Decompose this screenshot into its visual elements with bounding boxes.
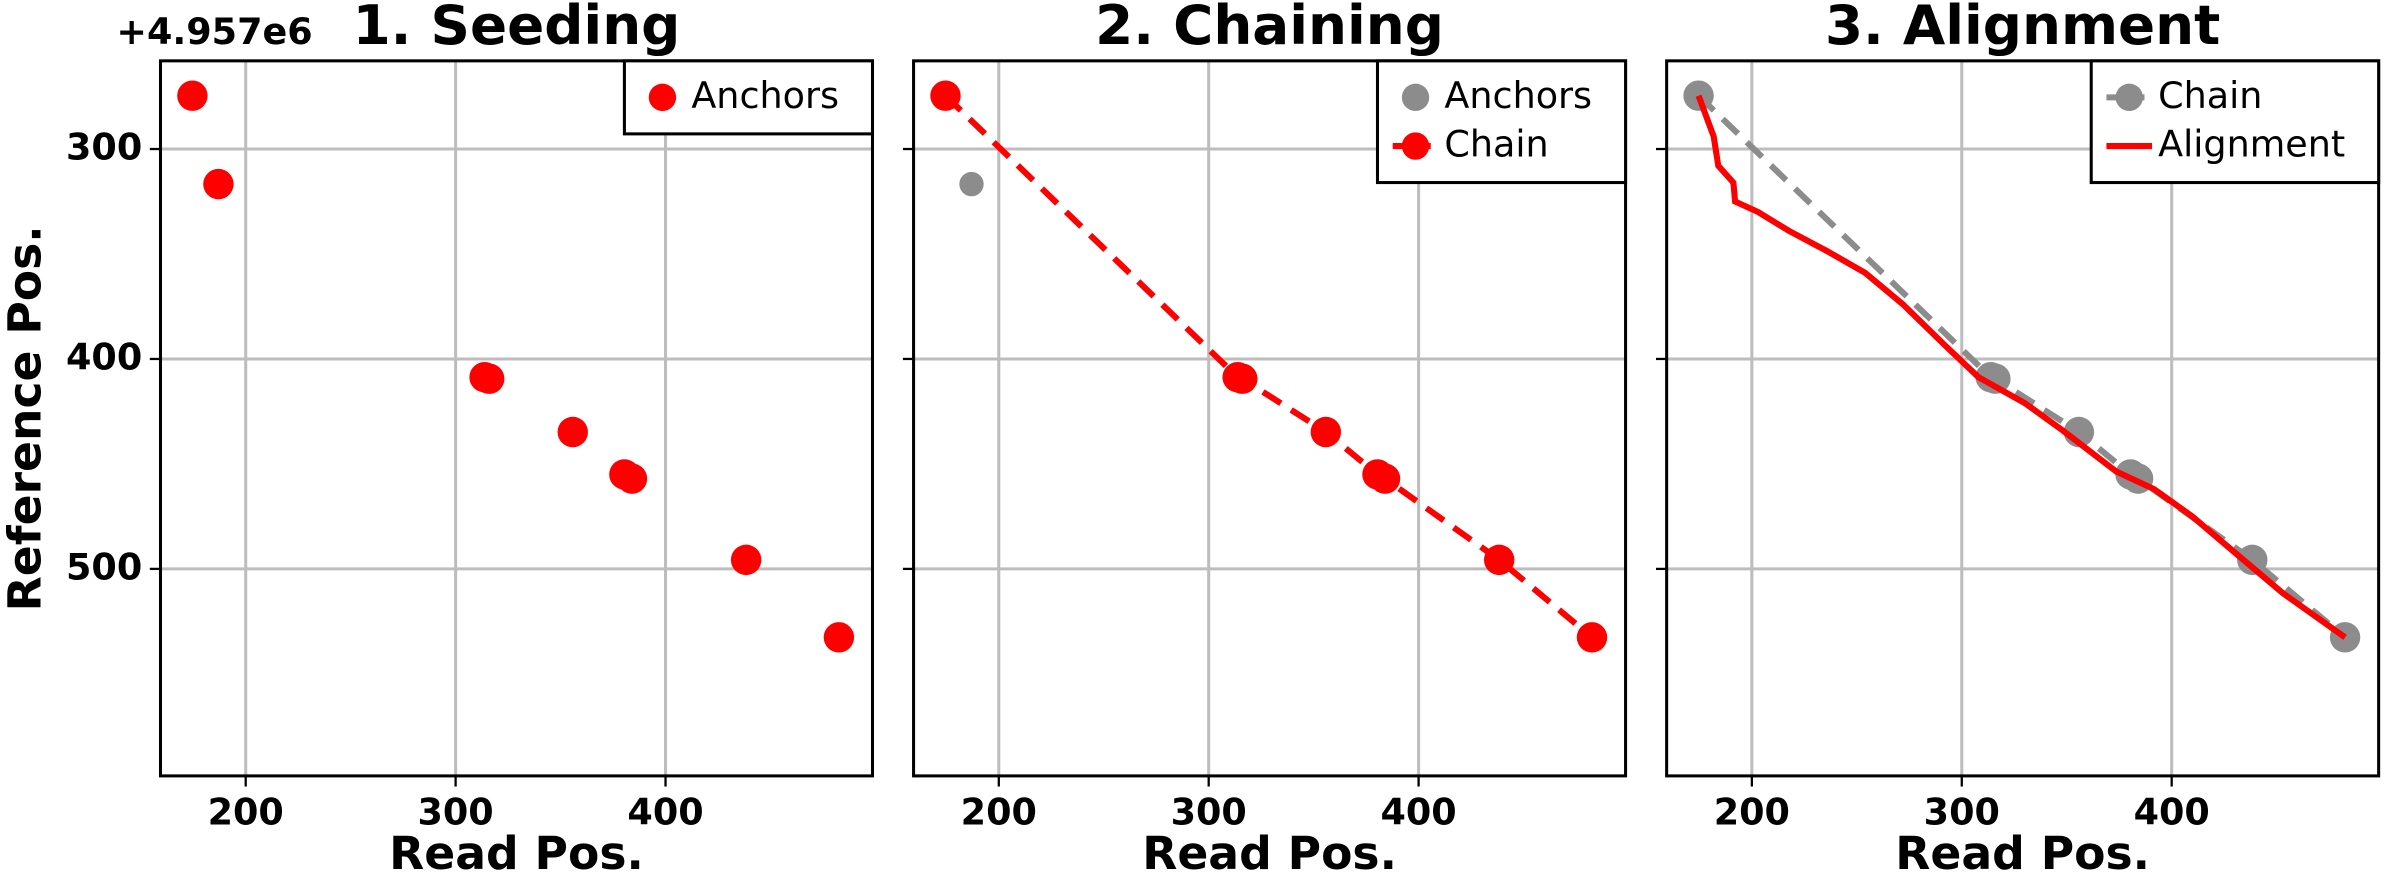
point bbox=[203, 168, 234, 200]
x-tick-label: 300 bbox=[1171, 790, 1247, 833]
x-tick-label: 300 bbox=[418, 790, 494, 833]
point bbox=[557, 416, 588, 448]
x-tick-label: 300 bbox=[1924, 790, 2000, 833]
plot-frame bbox=[912, 59, 1628, 778]
legend-marker bbox=[1401, 132, 1430, 160]
point bbox=[473, 363, 505, 394]
point bbox=[1369, 463, 1401, 494]
legend-marker bbox=[2115, 83, 2143, 112]
x-tick-label: 400 bbox=[2134, 790, 2210, 833]
panel-title: 3. Alignment bbox=[1825, 0, 2220, 57]
point bbox=[1483, 544, 1515, 576]
point bbox=[1980, 363, 2011, 394]
legend-box bbox=[1375, 59, 1628, 185]
legend-label: Chain bbox=[1444, 123, 1548, 166]
x-axis-label: Read Pos. bbox=[389, 827, 644, 880]
point bbox=[1576, 622, 1608, 653]
offset-text: +4.957e6 bbox=[116, 10, 312, 53]
point bbox=[930, 80, 961, 111]
point bbox=[959, 171, 984, 197]
x-tick-label: 400 bbox=[1380, 790, 1456, 833]
legend-box bbox=[2089, 59, 2381, 185]
legend: Anchors Chain bbox=[1375, 59, 1628, 185]
legend-marker bbox=[1401, 83, 1430, 112]
series-line bbox=[1695, 94, 2347, 640]
panel-title: 2. Chaining bbox=[1095, 0, 1444, 57]
legend-label: Anchors bbox=[691, 74, 839, 117]
y-tick-label: 500 bbox=[66, 545, 142, 588]
x-tick-label: 200 bbox=[1714, 790, 1790, 833]
legend-label: Alignment bbox=[2158, 123, 2345, 166]
legend-label: Chain bbox=[2158, 74, 2262, 117]
plot-frame bbox=[1665, 59, 2381, 778]
point bbox=[1227, 363, 1258, 394]
x-axis-label: Read Pos. bbox=[1142, 827, 1397, 880]
x-tick-label: 200 bbox=[961, 790, 1037, 833]
x-tick-label: 400 bbox=[627, 790, 703, 833]
x-tick-label: 200 bbox=[208, 790, 284, 833]
x-axis-label: Read Pos. bbox=[1895, 827, 2150, 880]
panel-title: 1. Seeding bbox=[353, 0, 681, 57]
point bbox=[177, 80, 208, 111]
y-tick-label: 300 bbox=[66, 126, 142, 169]
legend-marker bbox=[648, 83, 677, 112]
y-axis-label: Reference Pos. bbox=[0, 225, 52, 611]
plot-frame bbox=[158, 59, 875, 778]
point bbox=[616, 463, 648, 494]
point bbox=[730, 544, 762, 576]
legend-label: Anchors bbox=[1444, 74, 1592, 117]
point bbox=[1310, 416, 1342, 448]
point bbox=[823, 622, 855, 653]
legend: Chain Alignment bbox=[2089, 59, 2381, 185]
point bbox=[2237, 544, 2268, 576]
y-tick-label: 400 bbox=[66, 335, 142, 378]
legend: Anchors bbox=[622, 59, 875, 136]
